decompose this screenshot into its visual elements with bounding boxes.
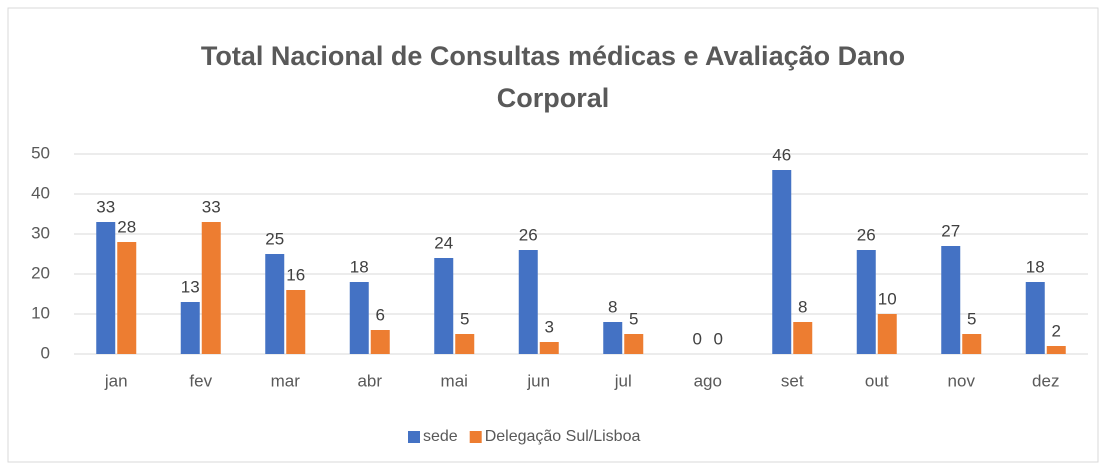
data-label: 46 <box>772 145 791 164</box>
bar <box>265 254 285 354</box>
bar <box>180 302 200 354</box>
data-label: 13 <box>181 277 200 296</box>
data-label: 2 <box>1052 321 1061 340</box>
x-tick-label: mar <box>271 371 301 390</box>
bar <box>539 342 559 354</box>
data-label: 33 <box>96 197 115 216</box>
data-label: 8 <box>798 297 807 316</box>
x-tick-label: mai <box>441 371 468 390</box>
data-label: 33 <box>202 197 221 216</box>
x-tick-label: fev <box>189 371 212 390</box>
bar <box>286 290 306 354</box>
bar <box>793 322 813 354</box>
bar <box>962 334 982 354</box>
x-tick-label: set <box>781 371 804 390</box>
bar <box>518 250 538 354</box>
data-label: 6 <box>376 305 385 324</box>
x-tick-label: nov <box>948 371 976 390</box>
data-label: 27 <box>941 221 960 240</box>
y-tick-label: 0 <box>41 343 50 362</box>
data-label: 28 <box>117 217 136 236</box>
data-label: 26 <box>519 225 538 244</box>
bar <box>603 322 623 354</box>
chart-title: Total Nacional de Consultas médicas e Av… <box>201 41 905 113</box>
bar <box>941 246 961 354</box>
legend-swatch <box>469 431 482 443</box>
data-label: 5 <box>460 309 469 328</box>
legend-label: sede <box>423 428 458 445</box>
bar <box>96 222 116 354</box>
data-label: 10 <box>878 289 897 308</box>
data-label: 3 <box>545 317 554 336</box>
data-label: 5 <box>967 309 976 328</box>
x-tick-label: jun <box>526 371 550 390</box>
data-label: 8 <box>608 297 617 316</box>
bar <box>1046 346 1066 354</box>
bar <box>370 330 390 354</box>
chart-border <box>7 7 1099 463</box>
bar <box>201 222 221 354</box>
bar <box>349 282 369 354</box>
bar <box>624 334 644 354</box>
bar <box>455 334 475 354</box>
x-tick-label: jul <box>614 371 632 390</box>
x-tick-label: ago <box>694 371 722 390</box>
x-tick-label: dez <box>1032 371 1059 390</box>
bar <box>434 258 454 354</box>
y-tick-label: 10 <box>31 303 50 322</box>
x-tick-label: jan <box>104 371 128 390</box>
data-label: 24 <box>434 233 453 252</box>
legend-swatch <box>408 431 420 443</box>
x-tick-label: abr <box>357 371 382 390</box>
y-tick-label: 50 <box>31 143 50 162</box>
x-tick-label: out <box>865 371 889 390</box>
y-tick-label: 40 <box>31 183 50 202</box>
legend-label: Delegação Sul/Lisboa <box>485 428 641 445</box>
bar <box>772 170 792 354</box>
data-label: 26 <box>857 225 876 244</box>
data-label: 16 <box>286 265 305 284</box>
bar <box>1025 282 1045 354</box>
y-tick-label: 20 <box>31 263 50 282</box>
bar <box>877 314 897 354</box>
bar <box>856 250 876 354</box>
data-label: 0 <box>693 329 702 348</box>
data-label: 25 <box>265 229 284 248</box>
y-tick-label: 30 <box>31 223 50 242</box>
data-label: 0 <box>714 329 723 348</box>
data-label: 18 <box>1026 257 1045 276</box>
data-label: 18 <box>350 257 369 276</box>
bar <box>117 242 137 354</box>
data-label: 5 <box>629 309 638 328</box>
